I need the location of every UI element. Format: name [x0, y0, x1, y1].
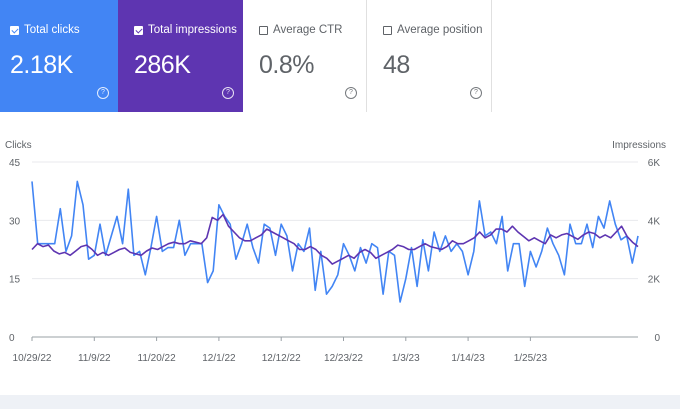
x-tick-label: 11/9/22	[78, 353, 111, 364]
right-axis-label: Impressions	[612, 140, 666, 151]
average-ctr-card[interactable]: Average CTR 0.8% ?	[243, 0, 367, 112]
chart-grid	[32, 161, 638, 338]
left-tick-label: 45	[9, 158, 21, 169]
total-clicks-checkbox[interactable]	[10, 25, 19, 35]
x-tick-label: 12/1/22	[202, 353, 236, 364]
total-clicks-value: 2.18K	[10, 51, 73, 79]
x-tick-label: 1/14/23	[451, 353, 485, 364]
total-impressions-label: Total impressions	[148, 24, 237, 36]
left-tick-label: 0	[9, 333, 15, 344]
average-ctr-checkbox[interactable]	[259, 25, 268, 35]
right-tick-label: 6K	[648, 158, 661, 169]
left-axis-label: Clicks	[5, 140, 32, 151]
total-clicks-label-row: Total clicks	[10, 24, 118, 36]
total-impressions-value: 286K	[134, 51, 191, 79]
total-impressions-checkbox[interactable]	[134, 25, 143, 35]
right-tick-label: 2K	[648, 275, 661, 286]
average-position-card[interactable]: Average position 48 ?	[367, 0, 492, 112]
performance-panel: Total clicks 2.18K ? Total impressions 2…	[0, 0, 680, 395]
clicks-series-line	[31, 180, 639, 303]
chart-series	[31, 180, 639, 303]
x-tick-label: 1/3/23	[392, 353, 420, 364]
total-clicks-label: Total clicks	[24, 24, 80, 36]
left-tick-label: 30	[9, 216, 21, 227]
x-tick-label: 1/25/23	[514, 353, 548, 364]
average-ctr-label: Average CTR	[273, 24, 343, 36]
x-tick-label: 11/20/22	[138, 353, 177, 364]
x-tick-label: 12/12/22	[262, 353, 301, 364]
x-tick-label: 10/29/22	[13, 353, 52, 364]
average-ctr-label-row: Average CTR	[259, 24, 366, 36]
chart-ticks: 45 6K 30 4K 15 2K 0 0 10/29/22 11/9/22 11/20/22 12/…	[9, 158, 660, 364]
average-ctr-value: 0.8%	[259, 51, 314, 79]
x-tick-label: 12/23/22	[324, 353, 363, 364]
total-clicks-card[interactable]: Total clicks 2.18K ?	[0, 0, 118, 112]
help-icon[interactable]: ?	[222, 87, 234, 99]
help-icon[interactable]: ?	[470, 87, 482, 99]
average-position-value: 48	[383, 51, 410, 79]
average-position-label: Average position	[397, 24, 483, 36]
left-tick-label: 15	[9, 275, 21, 286]
help-icon[interactable]: ?	[345, 87, 357, 99]
right-tick-label: 4K	[648, 216, 661, 227]
impressions-series-line	[31, 213, 639, 265]
total-impressions-label-row: Total impressions	[134, 24, 243, 36]
metric-cards: Total clicks 2.18K ? Total impressions 2…	[0, 0, 492, 112]
total-impressions-card[interactable]: Total impressions 286K ?	[118, 0, 243, 112]
right-tick-label: 0	[654, 333, 660, 344]
average-position-checkbox[interactable]	[383, 25, 392, 35]
average-position-label-row: Average position	[383, 24, 491, 36]
help-icon[interactable]: ?	[97, 87, 109, 99]
